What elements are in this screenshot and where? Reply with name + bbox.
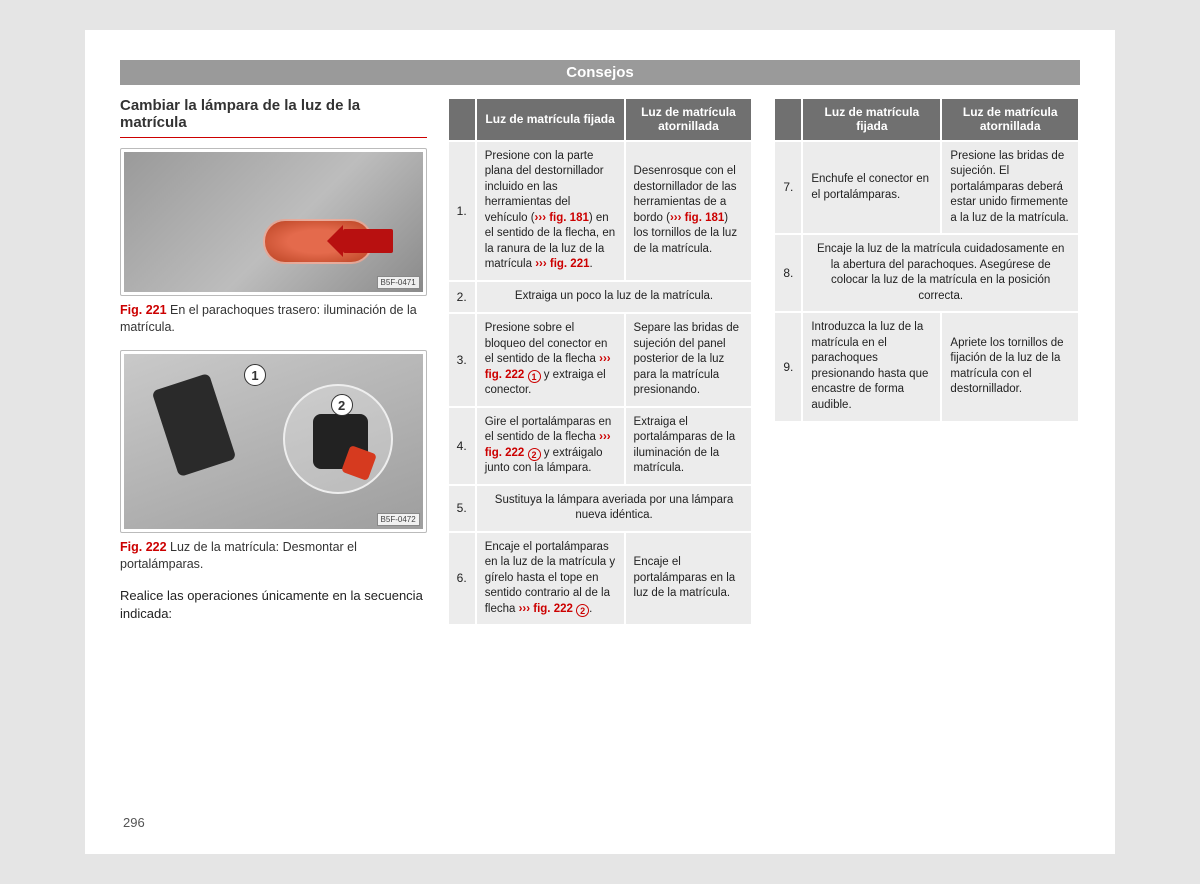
step-cell: Separe las bridas de sujeción del panel … xyxy=(626,314,752,406)
step-cell: Introduzca la luz de la matrícula en el … xyxy=(803,313,940,420)
table-row: 8. Encaje la luz de la matrícula cuidado… xyxy=(775,235,1078,311)
step-cell: Encaje el portalámparas en la luz de la … xyxy=(477,533,624,625)
table-row: 2. Extraiga un poco la luz de la matrícu… xyxy=(449,282,752,312)
fig-ref: ››› fig. 181 xyxy=(535,212,589,224)
step-number: 9. xyxy=(775,313,801,420)
figure-222-tag: B5F-0472 xyxy=(377,513,420,526)
intro-text: Realice las operaciones únicamente en la… xyxy=(120,587,427,623)
table-row: 6. Encaje el portalámparas en la luz de … xyxy=(449,533,752,625)
arrow-icon xyxy=(343,229,393,253)
step-cell: Presione con la parte plana del destorni… xyxy=(477,142,624,280)
step-cell: Enchufe el conector en el portalámparas. xyxy=(803,142,940,234)
step-cell: Encaje la luz de la matrícula cuidadosam… xyxy=(803,235,1078,311)
figure-222-caption: Fig. 222 Luz de la matrícula: Desmontar … xyxy=(120,539,427,573)
figure-221-caption: Fig. 221 En el parachoques trasero: ilum… xyxy=(120,302,427,336)
table-row: 9. Introduzca la luz de la matrícula en … xyxy=(775,313,1078,420)
step-number: 4. xyxy=(449,408,475,484)
column-middle: Luz de matrícula fijada Luz de matrícula… xyxy=(447,97,754,626)
column-left: Cambiar la lámpara de la luz de la matrí… xyxy=(120,97,427,626)
step-cell: Desenrosque con el destornillador de las… xyxy=(626,142,752,280)
table-header-fixed: Luz de matrícula fijada xyxy=(803,99,940,140)
steps-table-2: Luz de matrícula fijada Luz de matrícula… xyxy=(773,97,1080,423)
step-number: 7. xyxy=(775,142,801,234)
fig-ref: ››› fig. 181 xyxy=(670,212,724,224)
step-cell: Sustituya la lámpara averiada por una lá… xyxy=(477,486,752,531)
table-numcol-header xyxy=(775,99,801,140)
table-numcol-header xyxy=(449,99,475,140)
section-title: Cambiar la lámpara de la luz de la matrí… xyxy=(120,97,427,138)
step-number: 1. xyxy=(449,142,475,280)
figure-221-number: Fig. 221 xyxy=(120,303,167,317)
page-header: Consejos xyxy=(120,60,1080,85)
column-right: Luz de matrícula fijada Luz de matrícula… xyxy=(773,97,1080,626)
table-header-screwed: Luz de matrícula atornillada xyxy=(942,99,1078,140)
table-row: 4. Gire el portalámparas en el sentido d… xyxy=(449,408,752,484)
step-cell: Encaje el portalámparas en la luz de la … xyxy=(626,533,752,625)
step-cell: Gire el portalámparas en el sentido de l… xyxy=(477,408,624,484)
step-number: 6. xyxy=(449,533,475,625)
step-number: 2. xyxy=(449,282,475,312)
step-cell: Presione sobre el bloqueo del conector e… xyxy=(477,314,624,406)
page-number: 296 xyxy=(123,815,145,830)
step-cell: Extraiga un poco la luz de la matrícula. xyxy=(477,282,752,312)
figure-222: 1 2 B5F-0472 xyxy=(120,350,427,533)
connector-graphic xyxy=(152,373,237,477)
callout-2: 2 xyxy=(331,394,353,416)
fig-ref: ››› fig. 221 xyxy=(535,258,589,270)
fig-ref: ››› fig. 222 xyxy=(519,603,573,615)
circle-marker: 2 xyxy=(528,448,541,461)
step-cell: Extraiga el portalámparas de la iluminac… xyxy=(626,408,752,484)
step-cell: Presione las bridas de sujeción. El port… xyxy=(942,142,1078,234)
figure-222-number: Fig. 222 xyxy=(120,540,167,554)
step-number: 5. xyxy=(449,486,475,531)
circle-marker: 2 xyxy=(576,604,589,617)
figure-221-image: B5F-0471 xyxy=(124,152,423,292)
manual-page: Consejos Cambiar la lámpara de la luz de… xyxy=(85,30,1115,854)
table-row: 5. Sustituya la lámpara averiada por una… xyxy=(449,486,752,531)
steps-table-1: Luz de matrícula fijada Luz de matrícula… xyxy=(447,97,754,626)
table-row: 1. Presione con la parte plana del desto… xyxy=(449,142,752,280)
step-cell: Apriete los tornillos de fijación de la … xyxy=(942,313,1078,420)
step-number: 8. xyxy=(775,235,801,311)
figure-221-tag: B5F-0471 xyxy=(377,276,420,289)
content-columns: Cambiar la lámpara de la luz de la matrí… xyxy=(120,97,1080,626)
table-row: 3. Presione sobre el bloqueo del conecto… xyxy=(449,314,752,406)
callout-1: 1 xyxy=(244,364,266,386)
table-header-fixed: Luz de matrícula fijada xyxy=(477,99,624,140)
table-row: 7. Enchufe el conector en el portalámpar… xyxy=(775,142,1078,234)
step-number: 3. xyxy=(449,314,475,406)
figure-222-image: 1 2 B5F-0472 xyxy=(124,354,423,529)
table-header-screwed: Luz de matrícula atornillada xyxy=(626,99,752,140)
circle-marker: 1 xyxy=(528,370,541,383)
figure-221: B5F-0471 xyxy=(120,148,427,296)
